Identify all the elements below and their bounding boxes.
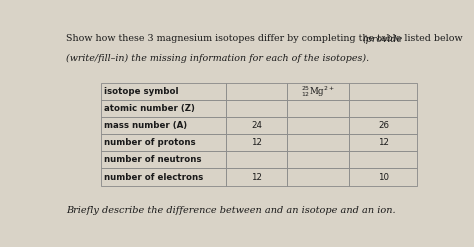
Bar [287,151,349,168]
Bar [101,168,227,185]
Text: 12: 12 [251,173,262,182]
Bar [349,134,418,151]
Text: number of neutrons: number of neutrons [104,155,202,165]
Text: Briefly describe the difference between and an isotope and an ion.: Briefly describe the difference between … [66,206,395,215]
Bar [227,151,287,168]
Text: Show how these 3 magnesium isotopes differ by completing the table listed below: Show how these 3 magnesium isotopes diff… [66,34,465,43]
Text: 12: 12 [251,138,262,147]
Text: 24: 24 [251,121,262,130]
Text: 10: 10 [378,173,389,182]
Bar [349,151,418,168]
Bar [287,83,349,100]
Bar [349,168,418,185]
Bar [227,134,287,151]
Bar [349,100,418,117]
Bar [101,83,227,100]
Text: $^{25}_{12}$Mg$^{2+}$: $^{25}_{12}$Mg$^{2+}$ [301,84,335,99]
Bar [349,83,418,100]
Text: 12: 12 [378,138,389,147]
Text: number of protons: number of protons [104,138,196,147]
Bar [227,83,287,100]
Text: atomic number (Z): atomic number (Z) [104,104,195,113]
Bar [101,134,227,151]
Bar [227,168,287,185]
Bar [287,134,349,151]
Text: (provide: (provide [363,34,403,43]
Bar [227,117,287,134]
Bar [349,117,418,134]
Bar [101,117,227,134]
Text: mass number (A): mass number (A) [104,121,188,130]
Bar [101,151,227,168]
Text: 26: 26 [378,121,389,130]
Bar [227,100,287,117]
Bar [287,100,349,117]
Text: isotope symbol: isotope symbol [104,87,179,96]
Bar [287,168,349,185]
Bar [101,100,227,117]
Text: (write/fill–in) the missing information for each of the isotopes).: (write/fill–in) the missing information … [66,53,369,62]
Text: number of electrons: number of electrons [104,173,204,182]
Bar [287,117,349,134]
